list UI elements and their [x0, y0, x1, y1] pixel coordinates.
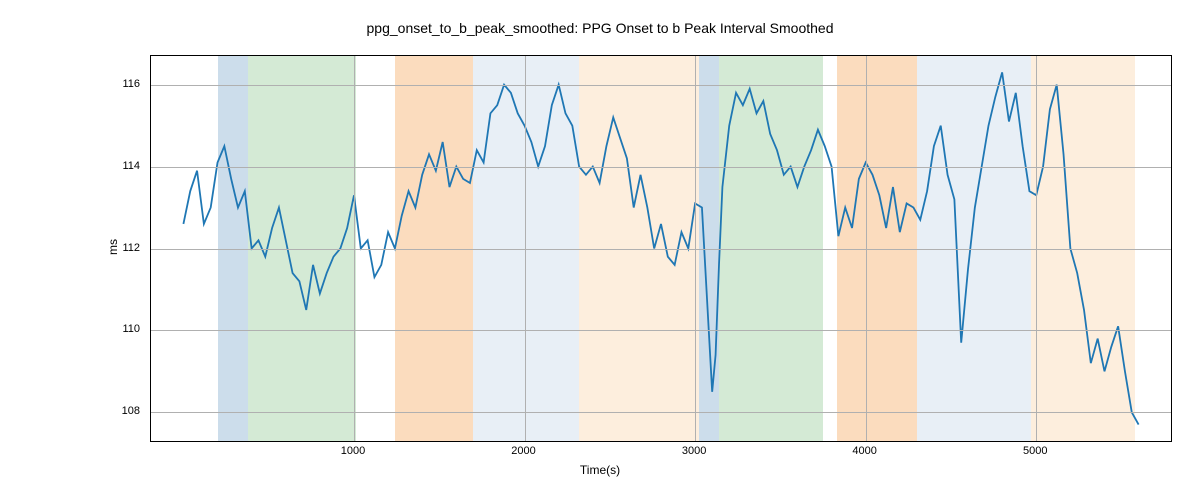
- xtick-label: 4000: [852, 445, 876, 457]
- grid-line-v: [866, 56, 867, 441]
- plot-area: [150, 55, 1172, 442]
- y-axis-label: ms: [106, 239, 120, 255]
- grid-line-v: [525, 56, 526, 441]
- ytick-label: 116: [122, 78, 140, 90]
- grid-line-v: [354, 56, 355, 441]
- chart-container: ppg_onset_to_b_peak_smoothed: PPG Onset …: [0, 0, 1200, 500]
- ytick-label: 114: [122, 160, 140, 172]
- grid-line-h: [151, 412, 1171, 413]
- grid-line-v: [1036, 56, 1037, 441]
- xtick-label: 1000: [341, 445, 365, 457]
- x-axis-label: Time(s): [580, 463, 620, 477]
- xtick-label: 3000: [682, 445, 706, 457]
- grid-line-h: [151, 167, 1171, 168]
- grid-line-h: [151, 330, 1171, 331]
- grid-line-h: [151, 85, 1171, 86]
- ytick-label: 108: [122, 405, 140, 417]
- grid-line-h: [151, 249, 1171, 250]
- chart-title: ppg_onset_to_b_peak_smoothed: PPG Onset …: [367, 20, 834, 36]
- ytick-label: 110: [122, 323, 140, 335]
- xtick-label: 2000: [511, 445, 535, 457]
- grid-line-v: [695, 56, 696, 441]
- xtick-label: 5000: [1023, 445, 1047, 457]
- ytick-label: 112: [122, 242, 140, 254]
